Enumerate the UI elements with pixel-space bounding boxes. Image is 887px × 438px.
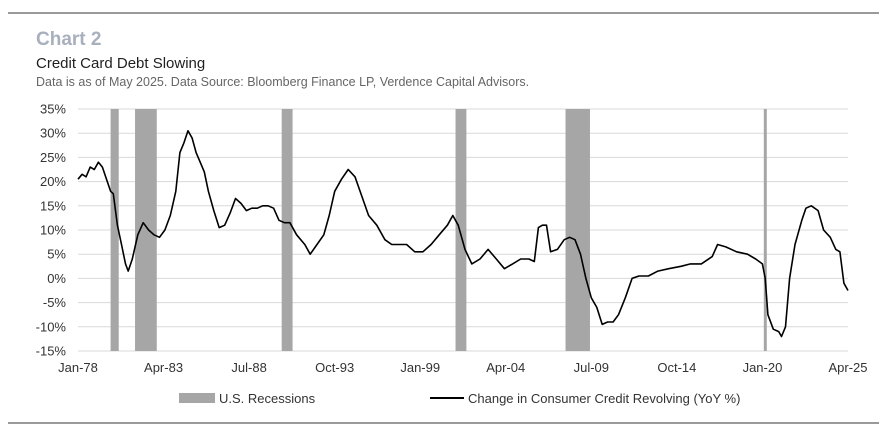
y-tick-label: 25% (40, 150, 66, 165)
y-tick-label: 20% (40, 174, 66, 189)
recession-band (455, 109, 467, 351)
recession-bands (110, 109, 767, 351)
x-tick-label: Apr-04 (486, 360, 525, 375)
x-tick-label: Jul-09 (574, 360, 609, 375)
x-tick-label: Apr-25 (828, 360, 867, 375)
recession-band (281, 109, 293, 351)
series-layer (77, 130, 849, 338)
legend-swatch-recessions (179, 393, 215, 403)
recession-band (110, 109, 119, 351)
recession-band (565, 109, 590, 351)
x-tick-label: Jan-20 (743, 360, 783, 375)
x-tick-label: Jan-78 (58, 360, 98, 375)
y-tick-label: -10% (36, 319, 67, 334)
y-tick-label: 0% (47, 271, 66, 286)
x-tick-label: Oct-14 (657, 360, 696, 375)
x-axis-ticks: Jan-78 Apr-83 Jul-88 Oct-93 Jan-99 Apr-04 Jul-… (58, 360, 867, 375)
top-rule (8, 12, 879, 14)
y-tick-label: 30% (40, 126, 66, 141)
recession-band (135, 109, 157, 351)
y-tick-label: 35% (40, 102, 66, 117)
legend-label-recessions: U.S. Recessions (219, 391, 316, 406)
y-tick-label: -15% (36, 344, 67, 359)
y-axis-ticks: -15% -10% -5% 0% 5% 10% 15% 20% 25% 30% 35% (36, 102, 67, 359)
chart-title: Credit Card Debt Slowing (36, 55, 206, 72)
chart-number-label: Chart 2 (36, 29, 102, 50)
bottom-rule (8, 422, 879, 424)
legend-label-series: Change in Consumer Credit Revolving (YoY… (468, 391, 740, 406)
y-tick-label: -5% (43, 295, 67, 310)
x-tick-label: Oct-93 (315, 360, 354, 375)
recession-band (763, 109, 767, 351)
y-tick-label: 5% (47, 247, 66, 262)
y-tick-label: 10% (40, 223, 66, 238)
chart-subtitle: Data is as of May 2025. Data Source: Blo… (36, 75, 530, 89)
x-tick-label: Apr-83 (144, 360, 183, 375)
series-line-consumer-credit (77, 130, 849, 338)
legend: U.S. Recessions Change in Consumer Credi… (179, 391, 740, 406)
x-tick-label: Jul-88 (231, 360, 266, 375)
x-tick-label: Jan-99 (400, 360, 440, 375)
y-tick-label: 15% (40, 198, 66, 213)
